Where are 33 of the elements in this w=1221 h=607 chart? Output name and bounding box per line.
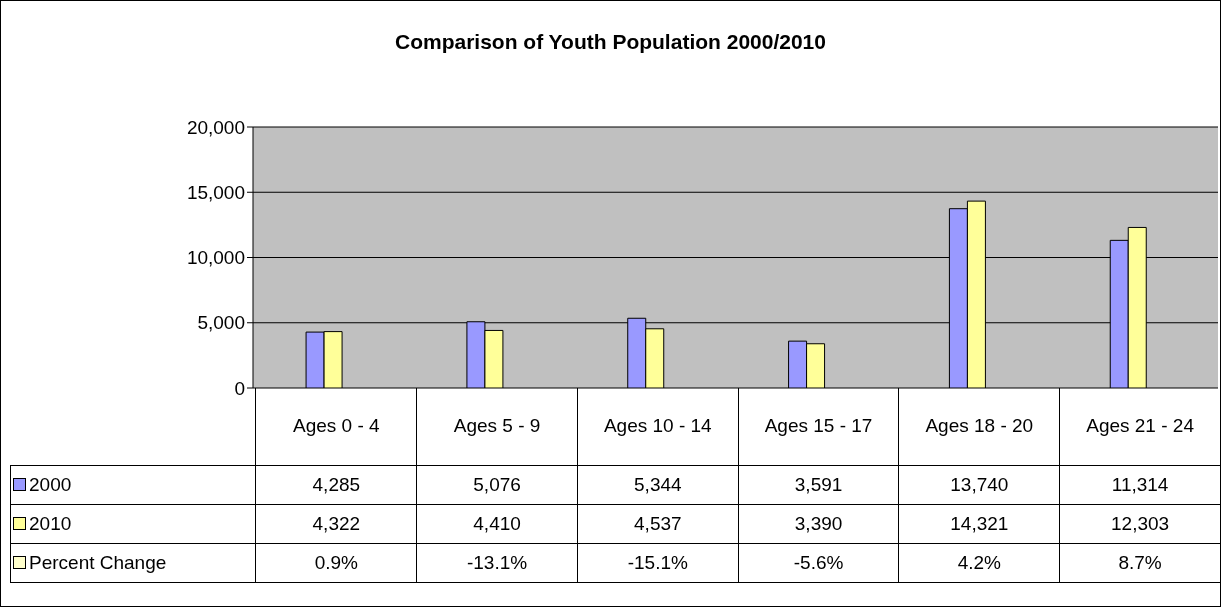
data-label: 4,410 [416, 504, 578, 543]
legend-label: Percent Change [29, 551, 167, 573]
text: 0.9% [314, 551, 358, 573]
data-label: 3,591 [738, 465, 899, 504]
data-label: 12,303 [1059, 504, 1221, 543]
data-label: 5,076 [416, 465, 578, 504]
y-tick-label: 0 [234, 377, 245, 399]
text: -5.6% [793, 551, 844, 573]
y-tick-label: 20,000 [186, 116, 245, 138]
x-tick-label: Ages 21 - 24 [1086, 415, 1194, 437]
x-tick-label: Ages 5 - 9 [453, 415, 541, 437]
y-tick-label: 5,000 [197, 312, 245, 334]
text: 4.2% [957, 551, 1001, 573]
data-label: 4,537 [577, 504, 739, 543]
y-tick-label: 10,000 [186, 247, 245, 269]
chart-title: Comparison of Youth Population 2000/2010 [394, 30, 827, 54]
data-label: 4,322 [255, 504, 417, 543]
y-tick-label: 15,000 [186, 181, 245, 203]
data-label: 4,285 [255, 465, 417, 504]
text: -13.1% [466, 551, 528, 573]
x-tick-label: Ages 15 - 17 [764, 415, 873, 437]
text: 8.7% [1118, 551, 1162, 573]
text: -15.1% [627, 551, 688, 573]
x-tick-label: Ages 18 - 20 [925, 415, 1034, 437]
x-tick-label: Ages 0 - 4 [293, 415, 380, 437]
legend-label: 2000 [29, 473, 72, 495]
data-label: 3,390 [738, 504, 899, 543]
data-label: 14,321 [898, 504, 1060, 543]
legend-label: 2010 [29, 512, 72, 534]
data-label: 13,740 [898, 465, 1060, 504]
x-tick-label: Ages 10 - 14 [603, 415, 712, 437]
data-label: 11,314 [1059, 465, 1221, 504]
data-label: 5,344 [577, 465, 739, 504]
